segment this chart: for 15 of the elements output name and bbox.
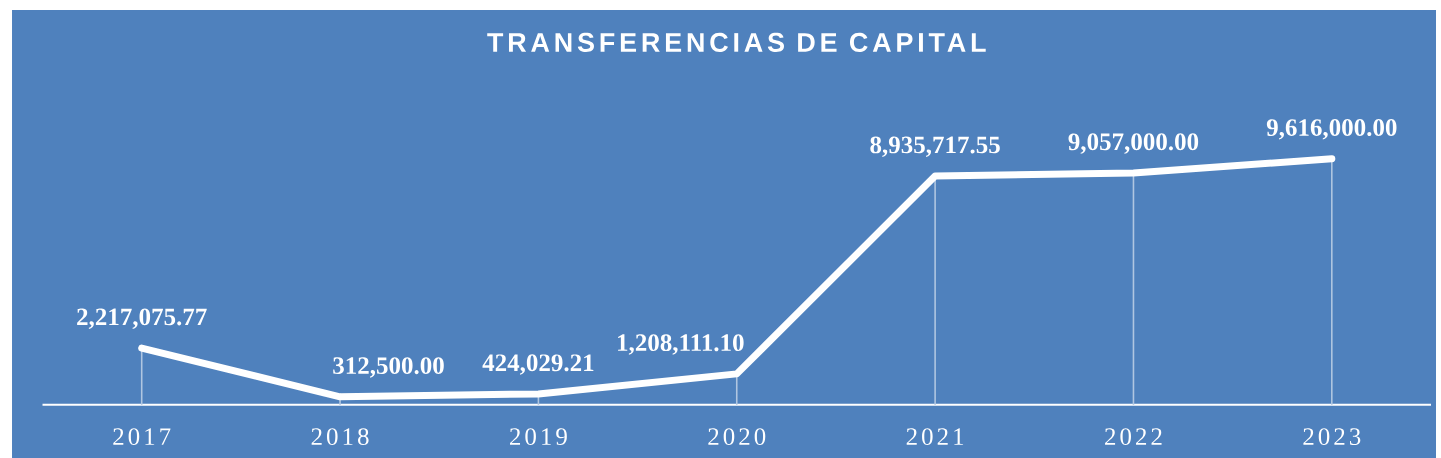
data-label: 312,500.00 — [333, 357, 444, 378]
x-tick-label: 2022 — [1105, 428, 1162, 446]
data-label: 8,935,717.55 — [870, 136, 1000, 157]
x-tick-label: 2018 — [311, 428, 369, 446]
data-label: 424,029.21 — [482, 354, 594, 375]
x-tick-label: 2023 — [1303, 428, 1361, 446]
data-label: 2,217,075.77 — [77, 308, 207, 329]
data-label: 9,616,000.00 — [1266, 119, 1397, 140]
x-tick-label: 2020 — [708, 428, 766, 446]
x-tick-label: 2019 — [510, 428, 567, 446]
data-label: 1,208,111.10 — [618, 334, 744, 355]
x-tick-label: 2021 — [906, 428, 964, 446]
data-label: 9,057,000.00 — [1068, 133, 1199, 154]
x-tick-label: 2017 — [113, 428, 171, 446]
chart-title: TRANSFERENCIAS DE CAPITAL — [487, 32, 986, 52]
